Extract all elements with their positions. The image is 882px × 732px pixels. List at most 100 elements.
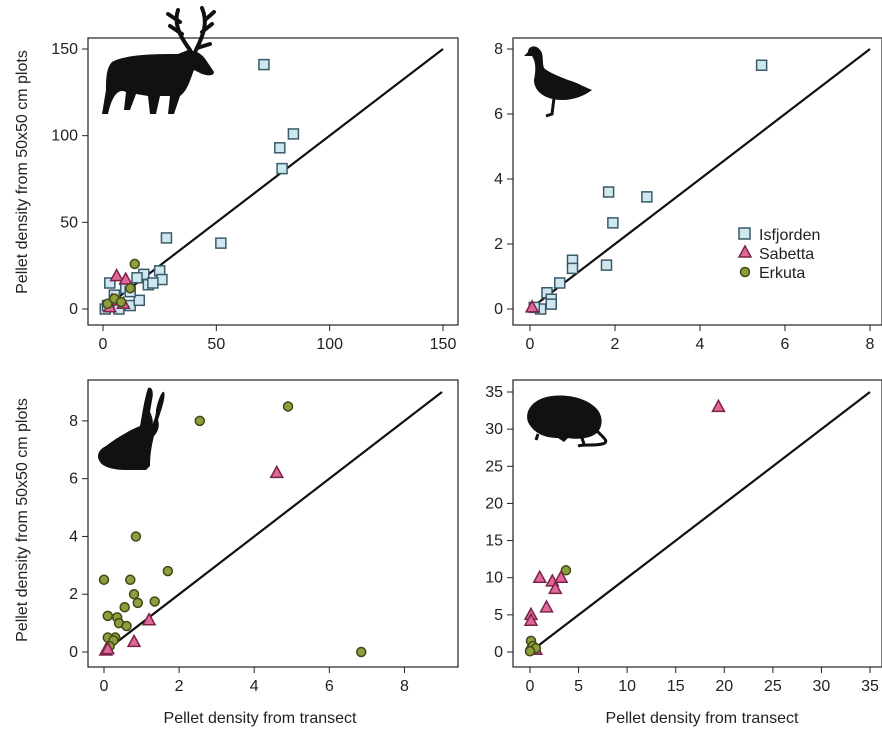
- legend-label-sabetta: Sabetta: [759, 246, 814, 263]
- y-tick-label: 15: [485, 533, 503, 550]
- point-isfjorden: [258, 58, 270, 71]
- y-tick-label: 35: [485, 384, 503, 401]
- point-erkuta: [124, 282, 136, 294]
- point-sabetta: [553, 569, 569, 583]
- y-axis-title-bottom: Pellet density from 50x50 cm plots: [14, 398, 31, 642]
- point-erkuta: [149, 596, 160, 607]
- point-isfjorden: [276, 162, 288, 175]
- legend-label-erkuta: Erkuta: [759, 265, 805, 282]
- point-isfjorden: [287, 128, 300, 140]
- point-sabetta: [523, 612, 539, 627]
- legend-marker-sabetta: [737, 244, 753, 258]
- x-tick-label: 6: [781, 336, 790, 353]
- y-tick-label: 2: [494, 236, 503, 253]
- point-erkuta: [102, 298, 113, 310]
- plot-frame-reindeer: [87, 37, 459, 326]
- x-axis-title-right: Pellet density from transect: [606, 710, 800, 727]
- x-tick-label: 15: [667, 678, 685, 695]
- y-tick-label: 8: [69, 413, 78, 430]
- point-isfjorden: [215, 237, 227, 249]
- y-tick-label: 6: [494, 106, 503, 123]
- y-tick-label: 30: [485, 421, 503, 438]
- point-isfjorden: [602, 186, 615, 198]
- point-erkuta: [121, 620, 132, 632]
- point-erkuta: [119, 601, 130, 613]
- point-sabetta: [532, 569, 547, 583]
- x-tick-label: 2: [175, 678, 184, 695]
- point-isfjorden: [607, 217, 619, 229]
- point-sabetta: [539, 599, 554, 613]
- panel-lemming: 0 5 10 15 20 25 30 35 0 5 10 15 20 25 30 35: [485, 379, 882, 695]
- panel-goose: 0 2 4 6 8 0 2 4 6 8: [494, 37, 882, 353]
- point-erkuta: [524, 646, 536, 657]
- one-to-one-line: [103, 391, 443, 653]
- point-sabetta: [141, 612, 157, 626]
- x-tick-label: 2: [611, 336, 620, 353]
- x-tick-label: 0: [99, 336, 108, 353]
- one-to-one-line: [529, 48, 871, 310]
- point-erkuta: [102, 610, 114, 622]
- x-tick-label: 25: [764, 678, 782, 695]
- y-tick-label: 50: [60, 214, 78, 231]
- point-erkuta: [162, 565, 174, 577]
- y-tick-label: 5: [494, 607, 503, 624]
- point-isfjorden: [554, 277, 566, 289]
- y-tick-label: 6: [69, 471, 78, 488]
- point-sabetta: [269, 464, 285, 479]
- point-sabetta: [118, 271, 133, 285]
- point-erkuta: [128, 588, 140, 600]
- x-tick-label: 0: [526, 336, 535, 353]
- y-tick-label: 20: [485, 495, 503, 512]
- x-tick-label: 4: [250, 678, 259, 695]
- point-sabetta: [524, 299, 540, 313]
- point-isfjorden: [545, 298, 557, 310]
- legend: Isfjorden Sabetta Erkuta: [737, 227, 820, 282]
- y-axis-title-top: Pellet density from 50x50 cm plots: [14, 50, 31, 294]
- x-tick-label: 6: [325, 678, 334, 695]
- x-tick-label: 150: [430, 336, 457, 353]
- point-erkuta: [356, 646, 367, 658]
- point-isfjorden: [160, 232, 173, 244]
- legend-marker-isfjorden: [738, 227, 751, 240]
- plot-frame-lemming: [512, 379, 882, 668]
- x-tick-label: 20: [715, 678, 733, 695]
- y-tick-label: 150: [51, 41, 78, 58]
- point-sabetta: [100, 641, 116, 655]
- x-tick-label: 35: [861, 678, 879, 695]
- point-isfjorden: [104, 277, 116, 289]
- point-erkuta: [132, 597, 144, 609]
- point-isfjorden: [274, 142, 286, 154]
- legend-label-isfjorden: Isfjorden: [759, 227, 820, 244]
- goose-icon: [524, 46, 592, 118]
- point-isfjorden: [755, 59, 768, 71]
- x-tick-label: 100: [316, 336, 343, 353]
- point-erkuta: [98, 574, 110, 586]
- plot-frame-hare: [87, 379, 459, 668]
- y-tick-label: 10: [485, 570, 503, 587]
- point-sabetta: [126, 633, 142, 648]
- hare-icon: [98, 387, 165, 470]
- point-erkuta: [560, 565, 572, 576]
- point-isfjorden: [566, 262, 579, 275]
- x-axis-title-left: Pellet density from transect: [164, 710, 358, 727]
- plot-frame-goose: [512, 37, 882, 326]
- x-tick-label: 0: [526, 678, 535, 695]
- y-tick-label: 4: [69, 528, 78, 545]
- reindeer-icon: [102, 6, 216, 114]
- point-erkuta: [282, 401, 294, 412]
- one-to-one-line: [529, 391, 871, 653]
- y-tick-label: 0: [494, 301, 503, 318]
- point-erkuta: [115, 296, 127, 308]
- point-sabetta: [711, 398, 726, 413]
- y-tick-label: 2: [69, 586, 78, 603]
- point-erkuta: [125, 574, 136, 586]
- x-tick-label: 0: [100, 678, 109, 695]
- point-isfjorden: [600, 259, 613, 271]
- x-tick-label: 10: [618, 678, 636, 695]
- point-isfjorden: [147, 277, 159, 289]
- y-tick-label: 4: [494, 171, 503, 188]
- x-tick-label: 30: [813, 678, 831, 695]
- point-isfjorden: [133, 294, 146, 307]
- x-tick-label: 4: [696, 336, 705, 353]
